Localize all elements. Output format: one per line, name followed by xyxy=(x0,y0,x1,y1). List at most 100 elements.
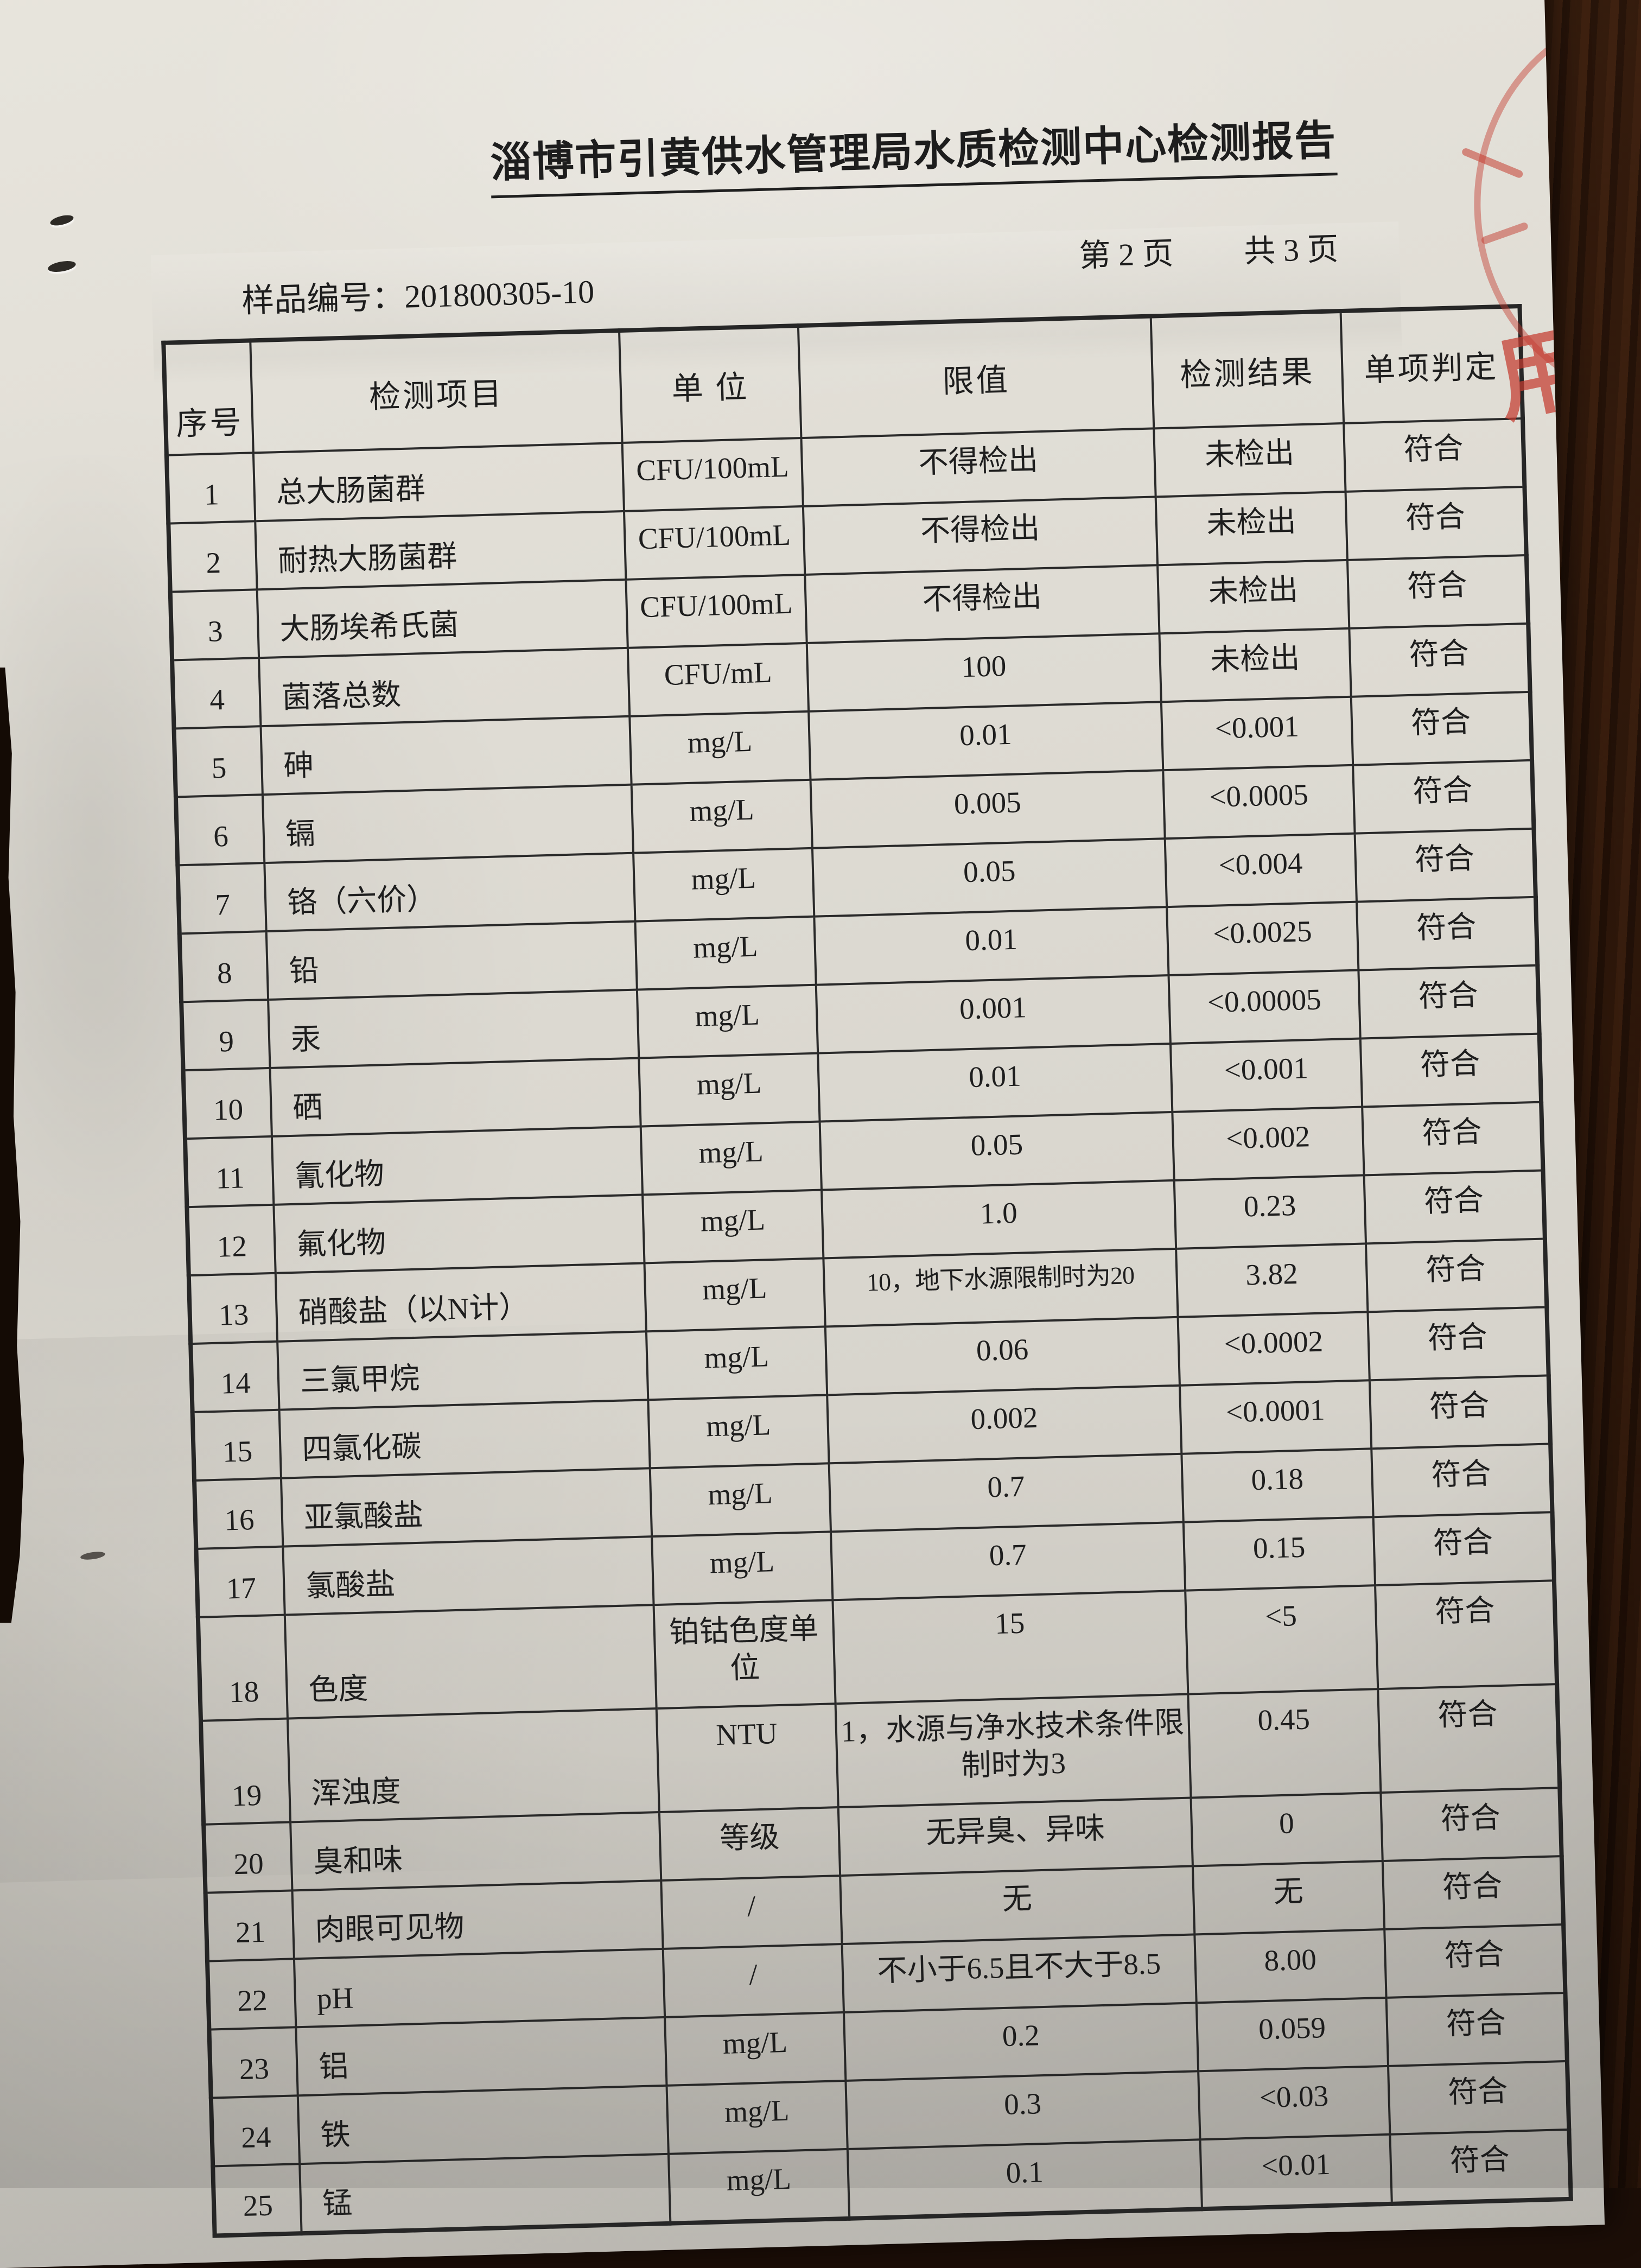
cell-item: 臭和味 xyxy=(290,1812,662,1891)
cell-result: 未检出 xyxy=(1157,560,1350,634)
cell-item: 肉眼可见物 xyxy=(292,1880,663,1959)
cell-judgment: 符合 xyxy=(1347,555,1529,628)
cell-result: 0.23 xyxy=(1174,1175,1366,1249)
cell-unit: NTU xyxy=(656,1704,838,1813)
cell-unit: CFU/mL xyxy=(627,643,809,716)
cell-unit: mg/L xyxy=(633,848,815,922)
cell-judgment: 符合 xyxy=(1382,1856,1564,1929)
cell-item: 三氯甲烷 xyxy=(277,1331,648,1410)
cell-item: 大肠埃希氏菌 xyxy=(257,579,628,658)
cell-limit: 0.01 xyxy=(818,1044,1173,1122)
cell-limit: 0.05 xyxy=(812,838,1167,917)
cell-item: 浑浊度 xyxy=(287,1708,659,1822)
table-body: 1 总大肠菌群 CFU/100mL 不得检出 未检出 符合 2 耐热大肠菌群 C… xyxy=(166,418,1571,2236)
cell-judgment: 符合 xyxy=(1360,1033,1542,1107)
cell-result: 未检出 xyxy=(1159,628,1351,702)
cell-judgment: 符合 xyxy=(1366,1238,1547,1312)
cell-no: 25 xyxy=(213,2164,302,2236)
cell-item: 四氯化碳 xyxy=(279,1400,650,1478)
cell-item: 亚氯酸盐 xyxy=(281,1468,652,1547)
cell-unit: mg/L xyxy=(644,1258,825,1332)
cell-result: <0.0001 xyxy=(1179,1380,1372,1454)
cell-no: 24 xyxy=(211,2095,300,2167)
cell-no: 21 xyxy=(205,1890,294,1961)
cell-result: <0.0002 xyxy=(1178,1312,1370,1386)
cell-result: 0.15 xyxy=(1183,1517,1376,1591)
cell-unit: / xyxy=(663,1944,844,2017)
cell-unit: mg/L xyxy=(650,1463,831,1537)
cell-no: 8 xyxy=(179,931,269,1002)
cell-unit: CFU/100mL xyxy=(626,574,807,648)
cell-judgment: 符合 xyxy=(1369,1375,1551,1449)
cell-limit: 0.1 xyxy=(847,2139,1203,2219)
cell-item: 铅 xyxy=(266,921,637,1000)
cell-limit: 0.7 xyxy=(831,1522,1186,1600)
cell-judgment: 符合 xyxy=(1362,1102,1543,1176)
cell-unit: mg/L xyxy=(648,1395,829,1469)
cell-item: 色度 xyxy=(284,1605,657,1719)
cell-limit: 无 xyxy=(840,1866,1195,1945)
cell-item: 铬（六价） xyxy=(264,853,635,932)
cell-no: 2 xyxy=(168,521,257,592)
cell-item: 铝 xyxy=(296,2017,667,2096)
cell-item: 氟化物 xyxy=(274,1195,645,1273)
header-item: 检测项目 xyxy=(250,331,622,453)
cell-unit: mg/L xyxy=(643,1190,824,1263)
cell-limit: 1，水源与净水技术条件限制时为3 xyxy=(835,1694,1191,1808)
cell-result: 0.18 xyxy=(1181,1449,1373,1522)
cell-judgment: 符合 xyxy=(1371,1444,1553,1517)
cell-judgment: 符合 xyxy=(1358,965,1540,1039)
cell-no: 12 xyxy=(187,1204,276,1276)
cell-result: 0.059 xyxy=(1196,1997,1389,2072)
cell-judgment: 符合 xyxy=(1373,1512,1554,1586)
cell-item: 镉 xyxy=(262,784,634,863)
cell-limit: 0.3 xyxy=(845,2071,1200,2149)
cell-no: 22 xyxy=(207,1959,296,2030)
cell-unit: CFU/100mL xyxy=(622,438,803,511)
cell-result: <0.0025 xyxy=(1167,901,1359,976)
cell-limit: 不得检出 xyxy=(803,497,1158,575)
cell-no: 18 xyxy=(198,1615,288,1721)
page-current: 第 2 页 xyxy=(1078,236,1174,274)
cell-judgment: 符合 xyxy=(1349,623,1530,697)
cell-no: 6 xyxy=(175,795,265,866)
cell-judgment: 符合 xyxy=(1384,1924,1566,1998)
cell-no: 10 xyxy=(183,1068,272,1139)
cell-unit: / xyxy=(661,1876,842,1949)
cell-limit: 不小于6.5且不大于8.5 xyxy=(842,1934,1197,2012)
cell-unit: mg/L xyxy=(652,1532,833,1605)
sample-number-label: 样品编号： xyxy=(241,278,405,319)
cell-result: 3.82 xyxy=(1176,1243,1368,1317)
cell-no: 15 xyxy=(192,1409,281,1481)
cell-item: 硒 xyxy=(270,1058,641,1136)
cell-no: 14 xyxy=(190,1341,279,1413)
cell-result: <0.004 xyxy=(1165,833,1357,907)
page-total: 共 3 页 xyxy=(1243,231,1339,269)
cell-result: 0.45 xyxy=(1188,1689,1381,1798)
cell-item: 耐热大肠菌群 xyxy=(255,511,626,590)
sample-number-value: 201800305-10 xyxy=(404,274,595,315)
report-title: 淄博市引黄供水管理局水质检测中心检测报告 xyxy=(489,106,1338,199)
cell-result: <0.002 xyxy=(1172,1107,1364,1180)
sample-number-line: 样品编号：201800305-10 xyxy=(241,265,595,322)
header-limit: 限值 xyxy=(798,316,1154,439)
cell-result: 8.00 xyxy=(1194,1929,1386,2003)
cell-no: 3 xyxy=(170,589,259,660)
cell-judgment: 符合 xyxy=(1354,828,1536,902)
cell-item: 铁 xyxy=(297,2085,669,2164)
cell-result: <5 xyxy=(1185,1585,1378,1694)
cell-item: 汞 xyxy=(268,989,639,1068)
cell-no: 16 xyxy=(194,1478,283,1549)
cell-item: 氯酸盐 xyxy=(283,1536,654,1615)
cell-result: <0.00005 xyxy=(1168,970,1360,1044)
cell-no: 9 xyxy=(181,999,270,1071)
cell-limit: 0.01 xyxy=(809,702,1163,780)
cell-limit: 0.01 xyxy=(814,907,1169,985)
header-result: 检测结果 xyxy=(1150,311,1344,429)
cell-limit: 15 xyxy=(832,1590,1188,1704)
cell-limit: 1.0 xyxy=(821,1180,1176,1259)
cell-limit: 0.001 xyxy=(816,975,1171,1053)
cell-judgment: 符合 xyxy=(1381,1788,1562,1862)
cell-unit: mg/L xyxy=(631,779,812,853)
cell-unit: 铂钴色度单位 xyxy=(653,1600,836,1709)
